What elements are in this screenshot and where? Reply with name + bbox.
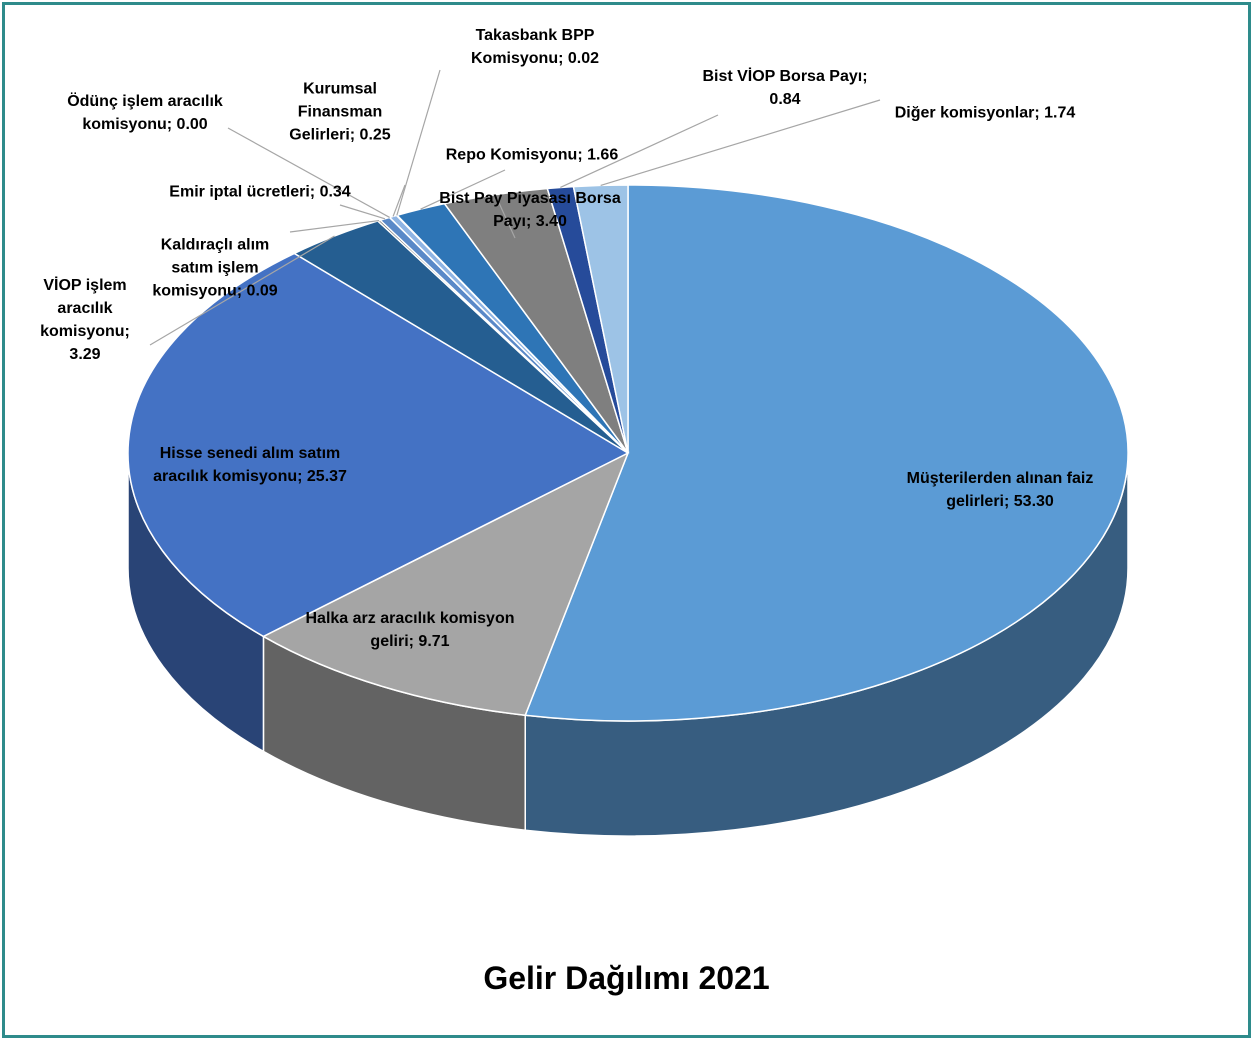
leader-line [420,169,506,210]
leader-line [560,114,719,189]
data-label: Hisse senedi alım satım aracılık komisyo… [153,445,347,485]
data-label: Diğer komisyonlar; 1.74 [894,104,1076,122]
leader-line [600,99,881,186]
data-label: Kaldıraçlı alım satım işlem komisyonu; 0… [152,236,278,300]
slice [524,184,1129,722]
leader-line [396,69,441,216]
leader-line [227,127,390,218]
data-label: Takasbank BPP Komisyonu; 0.02 [470,27,600,67]
slice [261,451,630,717]
leader-line [149,235,335,346]
leader-line [494,194,516,239]
chart-title: Gelir Dağılımı 2021 [483,960,770,996]
leader-line [392,184,406,217]
data-label: Emir iptal ücretleri; 0.34 [169,183,351,201]
leader-line [289,219,380,233]
leader-line [339,204,386,220]
data-label: Halka arz aracılık komisyon geliri; 9.71 [305,610,515,650]
slice [127,252,630,638]
data-label: VİOP işlem aracılık komisyonu; 3.29 [40,277,130,363]
data-label: Kurumsal Finansman Gelirleri; 0.25 [289,80,391,144]
data-label: Repo Komisyonu; 1.66 [445,146,619,164]
data-label: Bist Pay Piyasası Borsa Payı; 3.40 [439,190,621,230]
data-label: Bist VİOP Borsa Payı; 0.84 [702,68,868,108]
data-label: Müşterilerden alınan faiz gelirleri; 53.… [906,470,1094,510]
data-label: Ödünç işlem aracılık komisyonu; 0.00 [67,93,223,133]
